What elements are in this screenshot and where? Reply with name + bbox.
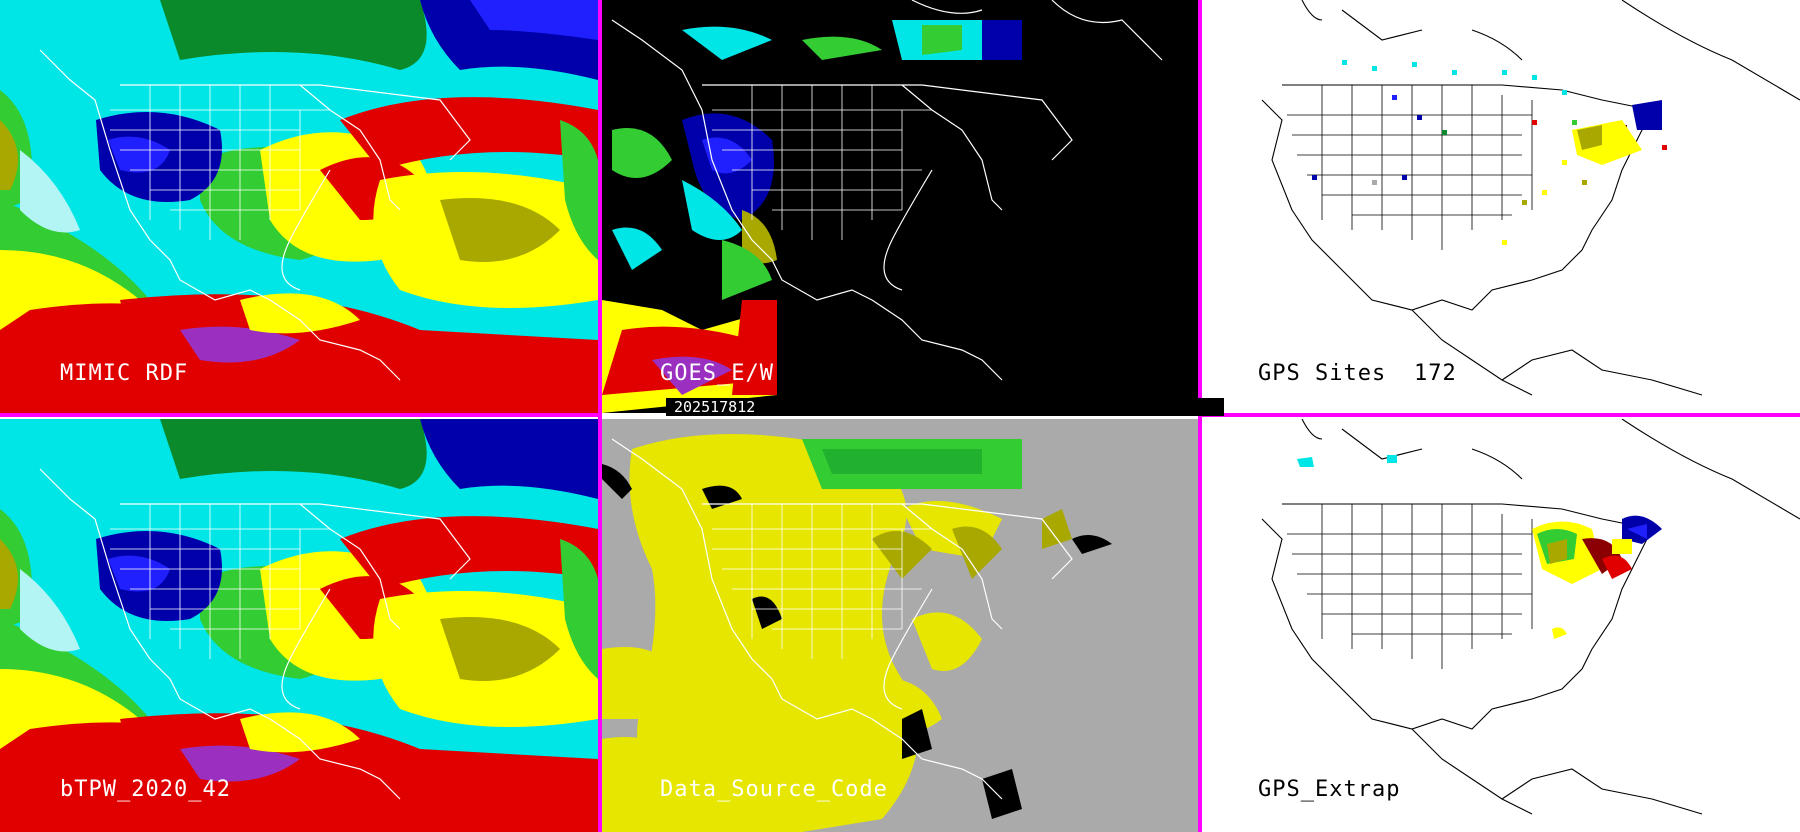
- panel-label: MIMIC RDF: [60, 361, 189, 386]
- us-outline-map: [1261, 419, 1800, 815]
- tpw-field-btpw: [0, 419, 598, 832]
- panel-label: bTPW_2020_42: [60, 777, 231, 802]
- panel-btpw: bTPW_2020_42: [0, 419, 598, 832]
- coastline-outline-icon: [39, 49, 471, 381]
- us-outline-map: [1261, 0, 1800, 396]
- gps-site-count: 172: [1414, 361, 1457, 386]
- timestamp-bar: 202517812: [666, 398, 1224, 416]
- panel-mimic-rdf: MIMIC RDF: [0, 0, 598, 413]
- panel-label: GOES_E/W: [660, 361, 774, 386]
- coastline-outline-icon: [611, 0, 1163, 381]
- panel-label: Data_Source_Code: [660, 777, 888, 802]
- coastline-outline-icon: [39, 468, 471, 800]
- divider-horizontal-left: [0, 413, 602, 417]
- panel-label: GPS Sites: [1258, 361, 1387, 386]
- panel-gps-sites: GPS Sites 172: [1202, 0, 1800, 413]
- gps-site-markers: [1312, 60, 1667, 245]
- coastline-outline-icon: [611, 438, 1073, 800]
- tpw-field-goes: [602, 0, 1198, 413]
- extrapolated-field: [1297, 455, 1662, 639]
- panel-label: GPS_Extrap: [1258, 777, 1401, 802]
- panel-gps-extrap: GPS_Extrap: [1202, 419, 1800, 832]
- data-source-field: [602, 419, 1198, 832]
- panel-goes: GOES_E/W: [602, 0, 1198, 413]
- panel-data-source: Data_Source_Code: [602, 419, 1198, 832]
- tpw-field-mimic: [0, 0, 598, 413]
- divider-horizontal-right: [1202, 413, 1800, 417]
- divider-vertical-2: [1198, 0, 1202, 832]
